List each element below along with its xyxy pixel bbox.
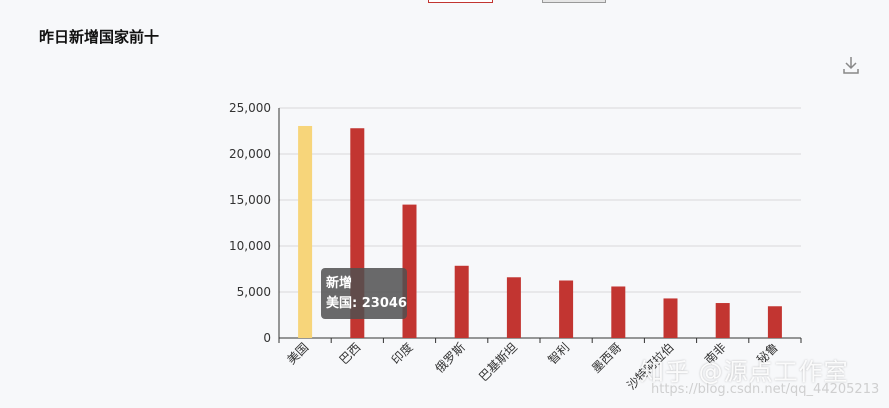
tab-indicator-active[interactable] bbox=[428, 0, 493, 3]
tooltip-series: 新增 bbox=[326, 276, 353, 291]
watermark-text: 知乎 @源点工作室 bbox=[640, 358, 849, 386]
chart-title: 昨日新增国家前十 bbox=[39, 28, 160, 46]
bar bbox=[611, 286, 626, 338]
tab-indicator-inactive[interactable] bbox=[542, 0, 606, 3]
y-tick-label: 5,000 bbox=[237, 285, 271, 299]
y-tick-label: 20,000 bbox=[229, 147, 271, 161]
y-tick-label: 25,000 bbox=[229, 101, 271, 115]
tooltip-value: 美国: 23046 bbox=[326, 296, 407, 311]
bar bbox=[715, 303, 730, 338]
bar bbox=[663, 298, 678, 338]
bar bbox=[506, 277, 521, 338]
bar bbox=[559, 280, 574, 338]
y-tick-label: 0 bbox=[263, 331, 271, 345]
download-icon[interactable] bbox=[840, 54, 862, 76]
chart-tooltip: 新增 美国: 23046 bbox=[321, 268, 407, 319]
watermark-url: https://blog.csdn.net/qq_44205213 bbox=[651, 382, 880, 397]
y-tick-label: 10,000 bbox=[229, 239, 271, 253]
x-tick-label: 墨西哥 bbox=[589, 340, 624, 375]
x-tick-label: 印度 bbox=[388, 340, 416, 368]
x-tick-label: 巴基斯坦 bbox=[476, 340, 520, 384]
y-tick-label: 15,000 bbox=[229, 193, 271, 207]
x-tick-label: 美国 bbox=[284, 340, 311, 367]
x-tick-label: 俄罗斯 bbox=[432, 340, 467, 375]
x-tick-label: 智利 bbox=[545, 340, 573, 368]
bar bbox=[454, 265, 469, 338]
bar bbox=[767, 306, 782, 338]
x-tick-label: 巴西 bbox=[337, 340, 364, 367]
bar bbox=[298, 125, 313, 338]
